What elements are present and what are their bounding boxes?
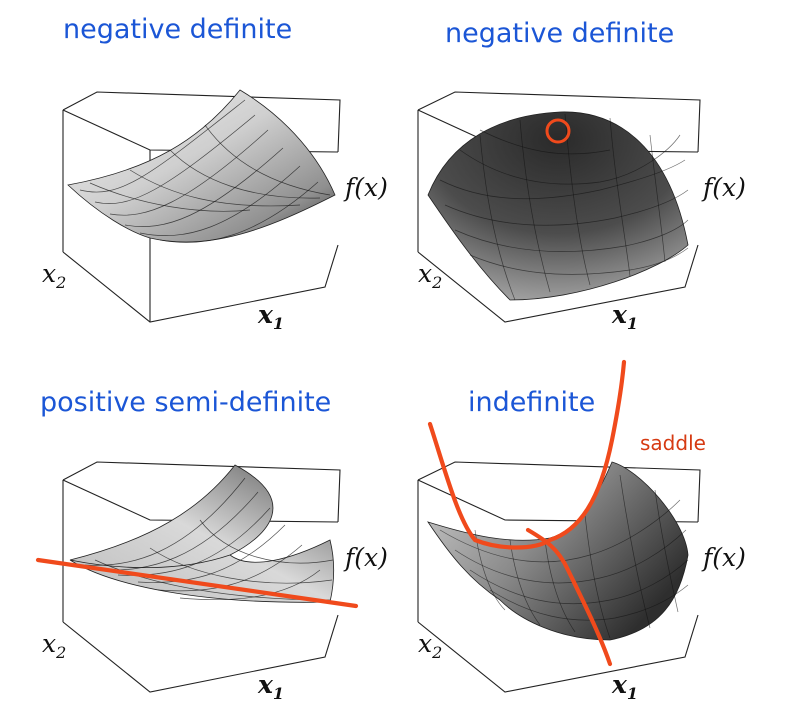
- panel-3-minimum-line: [35, 557, 359, 609]
- panel-4-saddle-curve-upper: [427, 359, 627, 550]
- panel-3-title: positive semi-definite: [40, 387, 331, 418]
- panel-2-fx-label: f(x): [701, 173, 746, 202]
- panel-1-fx-label: f(x): [343, 173, 388, 202]
- panel-4-mesh: [439, 474, 689, 639]
- panel-3-x1-label: x1: [257, 670, 284, 703]
- panel-3: positive semi-definite f(x) x2 x1: [35, 387, 388, 703]
- panel-3-surface: [69, 464, 335, 603]
- panel-2-box: [417, 91, 701, 323]
- panel-1-x2-label: x2: [42, 259, 66, 292]
- panel-2-title: negative definite: [445, 18, 674, 49]
- panel-3-box: [62, 461, 341, 693]
- panel-2-maximum-marker: [545, 118, 571, 144]
- panel-2-surface: [427, 111, 689, 301]
- panel-1: negative definite f(x) x2 x1: [42, 14, 388, 333]
- panel-3-x2-label: x2: [42, 629, 66, 662]
- panel-2: negative definite f(x) x2 x1: [417, 18, 746, 333]
- panel-4-saddle-curve-lower: [525, 527, 613, 667]
- panel-4-fx-label: f(x): [701, 543, 746, 572]
- panel-4-x1-label: x1: [611, 670, 638, 703]
- panel-4-title: indefinite: [468, 387, 595, 418]
- panel-4-x2-label: x2: [418, 629, 442, 662]
- panel-2-x1-label: x1: [611, 300, 638, 333]
- panel-1-mesh: [79, 99, 331, 243]
- panel-1-x1-label: x1: [257, 300, 284, 333]
- panel-4-box: [417, 461, 701, 693]
- panel-4-saddle-annotation: saddle: [640, 431, 706, 455]
- panel-2-x2-label: x2: [418, 259, 442, 292]
- panel-1-title: negative definite: [63, 14, 292, 45]
- panel-3-fx-label: f(x): [343, 543, 388, 572]
- panel-3-mesh: [84, 477, 334, 601]
- panel-4: indefinite saddle f(x) x2 x1: [417, 359, 746, 703]
- panel-1-surface: [67, 89, 336, 243]
